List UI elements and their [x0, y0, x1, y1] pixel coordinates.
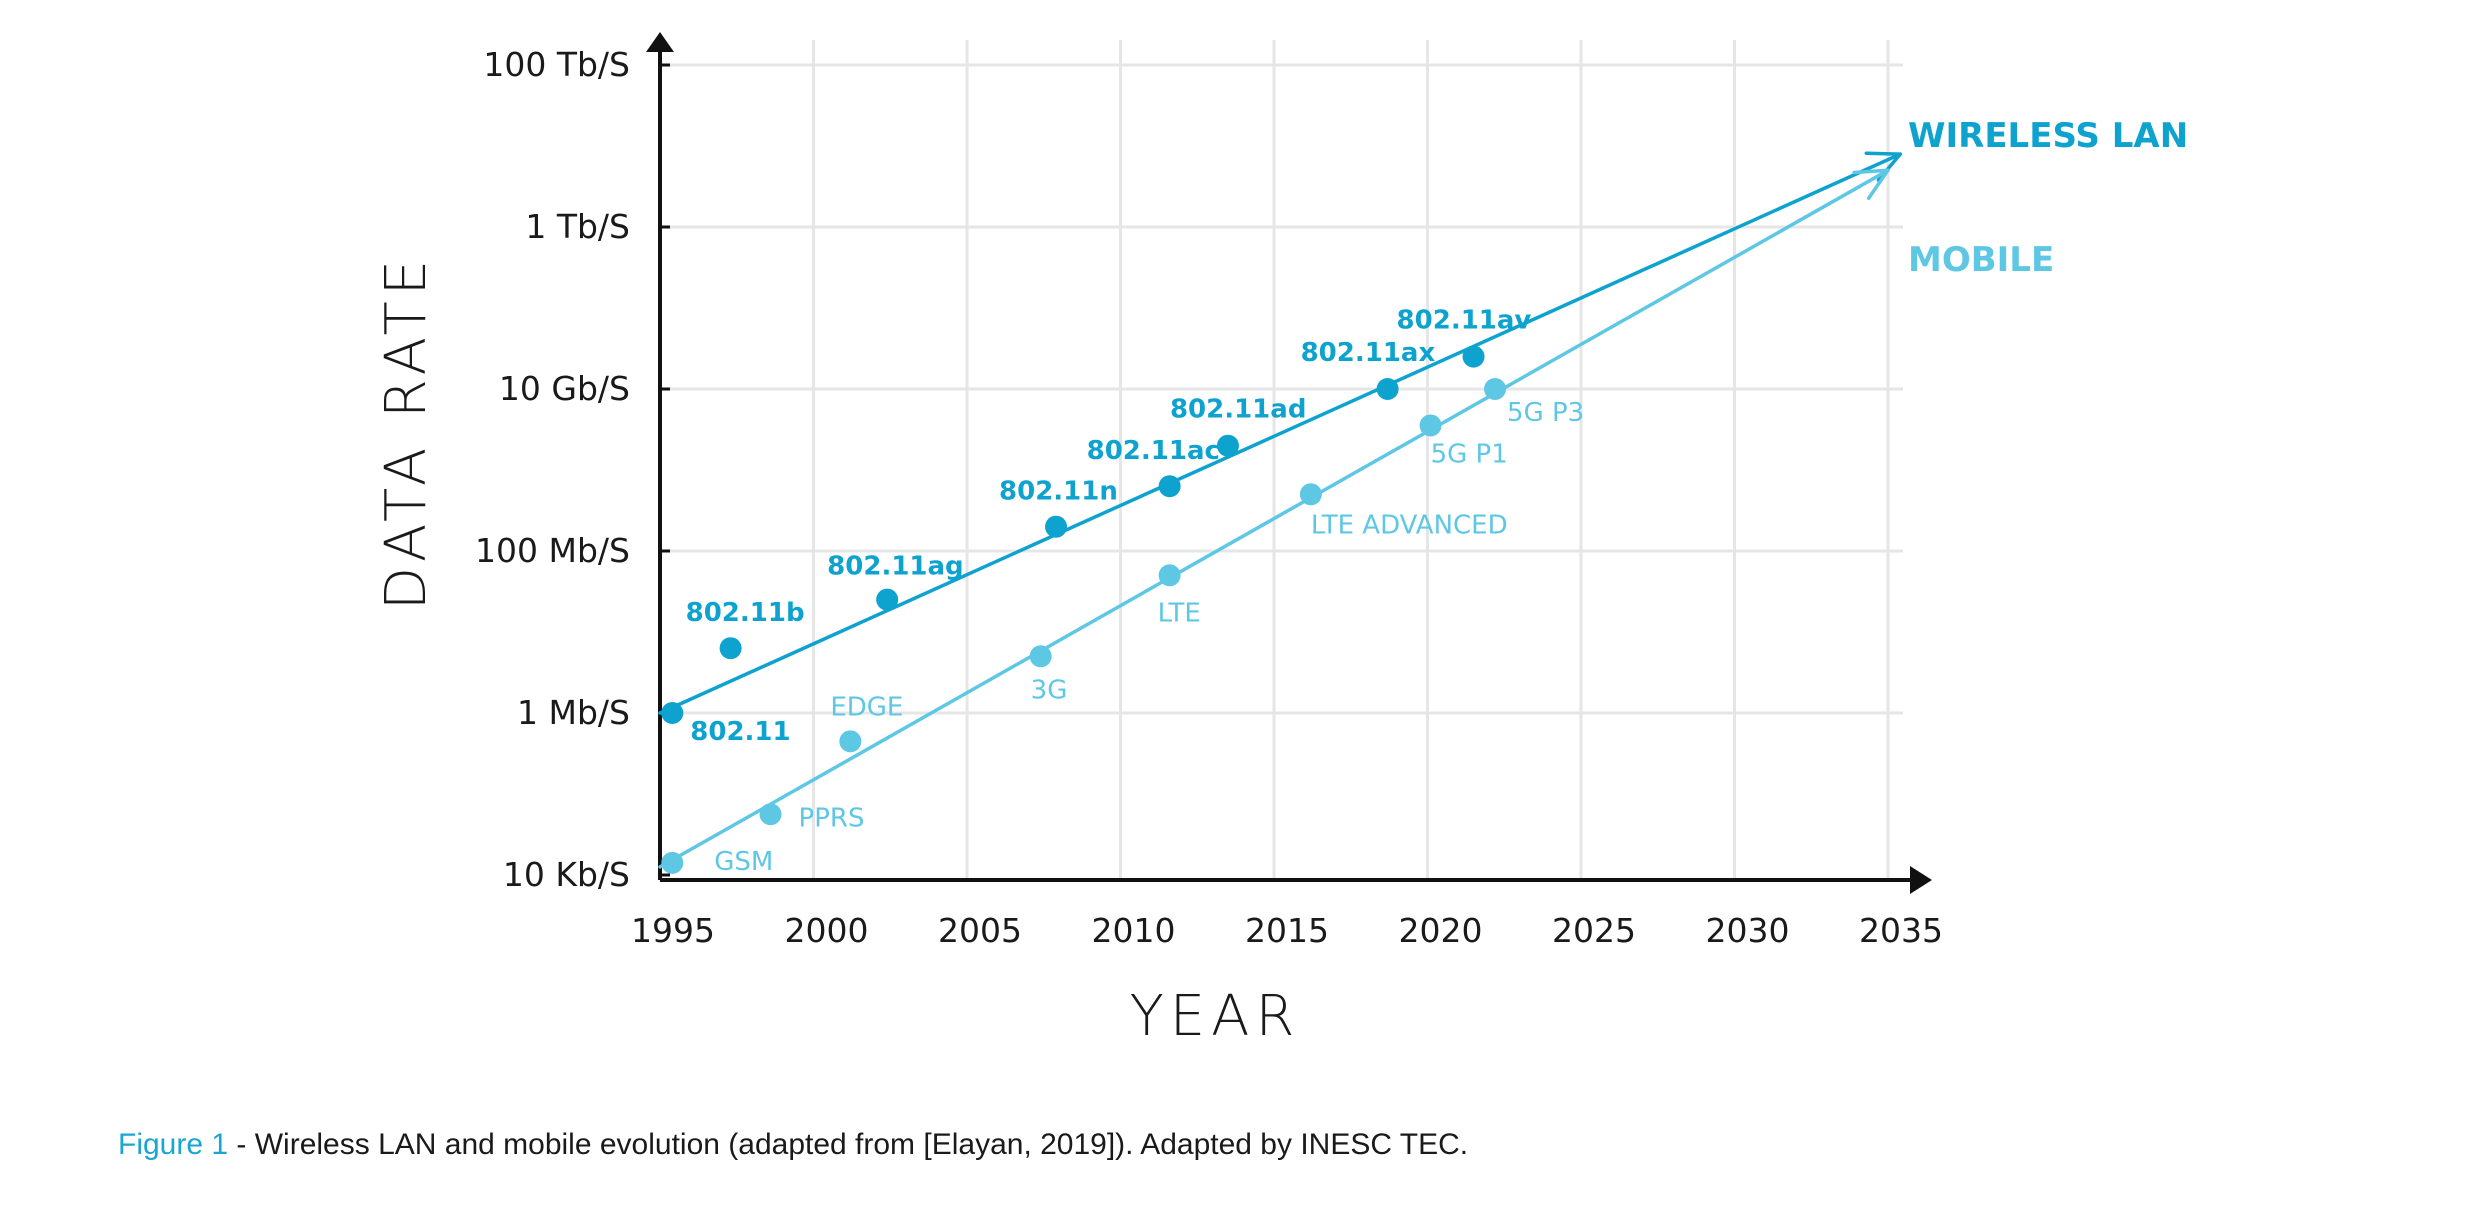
- y-tick-label: 1 Tb/S: [525, 207, 630, 246]
- axes: [646, 32, 1932, 894]
- x-tick-label: 2005: [938, 911, 1022, 950]
- y-tick-labels: 10 Kb/S 1 Mb/S 100 Mb/S 10 Gb/S 1 Tb/S 100 Tb…: [475, 45, 630, 894]
- data-point-label: 802.11av: [1397, 306, 1532, 336]
- y-tick-label: 100 Mb/S: [475, 531, 630, 570]
- data-point-label: 802.11ad: [1170, 395, 1307, 425]
- data-point: [1158, 564, 1181, 587]
- data-point: [1158, 475, 1181, 498]
- data-point: [661, 702, 684, 724]
- figure-label: Figure 1: [118, 1128, 229, 1161]
- data-point-label: 3G: [1031, 675, 1068, 705]
- data-point-label: 802.11ax: [1301, 338, 1436, 368]
- data-point-label: PPRS: [799, 803, 865, 833]
- x-tick-label: 2000: [785, 911, 869, 950]
- data-point-label: 802.11: [690, 717, 790, 747]
- caption-text: - Wireless LAN and mobile evolution (ada…: [228, 1128, 1469, 1161]
- y-tick-label: 1 Mb/S: [517, 693, 630, 732]
- data-point-label: 802.11ac: [1087, 436, 1220, 466]
- x-tick-label: 2015: [1245, 911, 1329, 950]
- x-tick-label: 1995: [631, 911, 715, 950]
- data-point-label: 802.11b: [686, 598, 805, 628]
- data-point: [1376, 378, 1399, 400]
- legend: WIRELESS LAN MOBILE: [1908, 116, 2188, 280]
- data-point-label: LTE ADVANCED: [1311, 510, 1508, 540]
- data-point: [661, 851, 684, 874]
- data-point-label: LTE: [1158, 598, 1201, 628]
- data-point: [839, 730, 862, 753]
- grid-lines: [660, 40, 1903, 880]
- data-point-label: 802.11ag: [827, 552, 964, 582]
- data-point: [1045, 515, 1068, 538]
- x-tick-label: 2035: [1859, 911, 1943, 950]
- x-tick-label: 2030: [1706, 911, 1790, 950]
- data-point: [719, 637, 742, 660]
- x-axis-arrow-icon: [1910, 866, 1932, 894]
- figure-caption: Figure 1 - Wireless LAN and mobile evolu…: [118, 1128, 1468, 1162]
- data-point-label: 5G P1: [1431, 439, 1508, 469]
- data-point-label: 802.11n: [999, 477, 1118, 507]
- data-point: [1484, 378, 1507, 400]
- data-point: [1216, 434, 1239, 457]
- y-tick-label: 100 Tb/S: [483, 45, 630, 84]
- data-point: [1299, 483, 1322, 506]
- series-line: [658, 168, 1890, 869]
- y-axis-label: DATA RATE: [374, 254, 439, 610]
- data-point: [1462, 345, 1485, 368]
- x-tick-labels: 1995 2000 2005 2010 2015 2020 2025 2030 2035: [631, 911, 1943, 950]
- y-tick-label: 10 Kb/S: [503, 855, 630, 894]
- data-point: [759, 803, 782, 826]
- x-axis-label: YEAR: [1130, 984, 1301, 1049]
- data-point-label: GSM: [714, 847, 773, 877]
- data-point-label: EDGE: [830, 692, 903, 722]
- y-axis-arrow-icon: [646, 32, 674, 52]
- series-arrow-icon: [1852, 168, 1890, 201]
- data-point: [876, 588, 899, 611]
- series-mobile: GSM PPRS EDGE 3G LTE LTE ADVANCED 5G P1 5G P3: [658, 168, 1890, 877]
- x-tick-label: 2020: [1399, 911, 1483, 950]
- legend-mobile: MOBILE: [1908, 240, 2054, 280]
- y-tick-label: 10 Gb/S: [499, 369, 630, 408]
- series-line: [658, 152, 1903, 715]
- data-point-label: 5G P3: [1507, 398, 1584, 428]
- series-layer: 802.11 802.11b 802.11ag 802.11n 802.11ac 802.…: [658, 151, 1903, 877]
- data-point: [1029, 645, 1052, 668]
- series-wireless-lan: 802.11 802.11b 802.11ag 802.11n 802.11ac 802.…: [658, 151, 1903, 747]
- data-point: [1419, 414, 1442, 437]
- x-tick-label: 2025: [1552, 911, 1636, 950]
- x-tick-label: 2010: [1092, 911, 1176, 950]
- legend-wireless-lan: WIRELESS LAN: [1908, 116, 2188, 156]
